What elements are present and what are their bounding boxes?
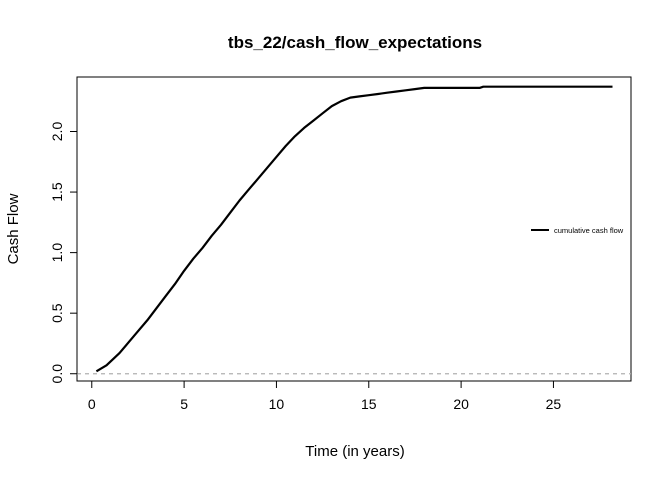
legend-entry-label: cumulative cash flow xyxy=(554,226,624,235)
y-tick-label: 0.0 xyxy=(49,364,65,384)
y-tick-label: 1.5 xyxy=(49,182,65,202)
x-axis: 0 5 10 15 20 25 xyxy=(88,380,562,412)
legend: cumulative cash flow xyxy=(531,226,624,235)
x-tick-label: 10 xyxy=(269,396,285,412)
y-axis-label: Cash Flow xyxy=(5,193,22,264)
y-tick-label: 0.5 xyxy=(49,303,65,323)
y-axis: 0.0 0.5 1.0 1.5 2.0 xyxy=(49,122,78,384)
x-tick-label: 25 xyxy=(546,396,562,412)
y-tick-label: 1.0 xyxy=(49,243,65,263)
chart-title: tbs_22/cash_flow_expectations xyxy=(228,33,482,52)
x-axis-label: Time (in years) xyxy=(305,443,404,460)
cumulative-cash-flow-line xyxy=(95,85,613,373)
x-tick-label: 20 xyxy=(453,396,469,412)
y-tick-label: 2.0 xyxy=(49,122,65,142)
x-tick-label: 0 xyxy=(88,396,96,412)
x-tick-label: 5 xyxy=(180,396,188,412)
x-tick-label: 15 xyxy=(361,396,377,412)
